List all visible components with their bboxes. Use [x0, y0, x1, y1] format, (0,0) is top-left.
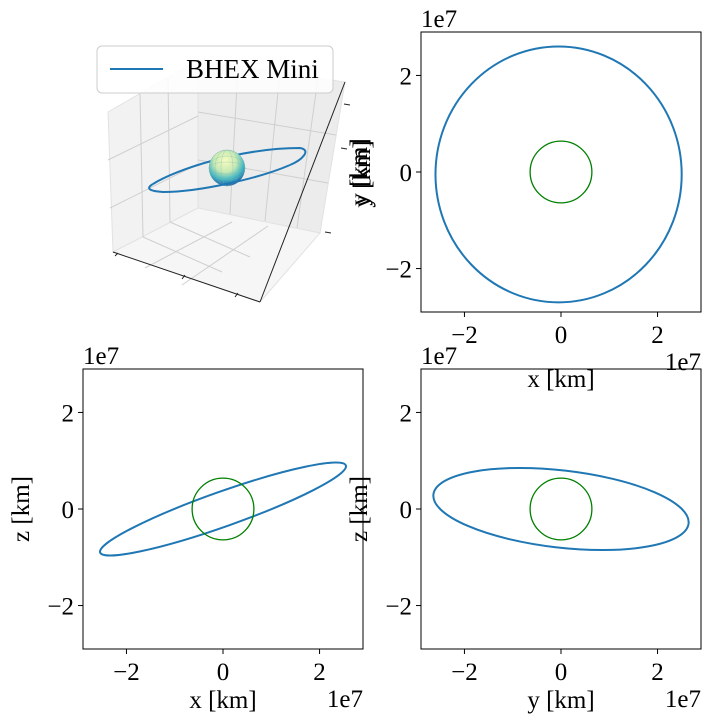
yz-earth-circle: [529, 477, 593, 541]
xz-y-tick-label: 0: [62, 497, 75, 524]
xy-y-axis-label: y [km]: [346, 138, 373, 205]
xy-y-tick-label: 2: [400, 63, 413, 90]
xz-x-tick-label: 2: [313, 659, 326, 686]
orbit-3d-front: [148, 164, 291, 194]
xz-x-axis-label: x [km]: [189, 687, 256, 714]
yz-y-tick-label: 2: [400, 400, 413, 427]
xz-x-tick-label: −2: [113, 659, 140, 686]
xy-orbit-ellipse: [434, 45, 683, 304]
xz-earth-circle: [191, 477, 255, 541]
xz-y-exponent: 1e7: [83, 343, 119, 370]
legend-box: [96, 45, 334, 94]
yz-x-tick-label: 0: [555, 659, 568, 686]
xy-plot-area: [434, 45, 683, 304]
xy-axes-frame: [420, 31, 702, 313]
xy-earth-circle: [529, 140, 593, 204]
xy-y-tick-label: 0: [400, 160, 413, 187]
earth-mesh: [208, 149, 246, 187]
yz-y-tick-label: −2: [385, 594, 412, 621]
yz-x-exponent: 1e7: [665, 686, 701, 713]
xy-x-axis-label: x [km]: [527, 366, 594, 393]
orbit-3d-back: [152, 146, 307, 185]
yz-orbit-ellipse: [432, 466, 690, 552]
xy-y-exponent: 1e7: [421, 6, 457, 33]
xz-y-tick-label: −2: [47, 594, 74, 621]
xz-orbit-ellipse: [98, 461, 348, 557]
yz-y-exponent: 1e7: [421, 343, 457, 370]
grid-3d: [107, 65, 337, 286]
yz-x-axis-label: y [km]: [527, 687, 594, 714]
yz-y-tick-label: 0: [400, 497, 413, 524]
orbit-3d-panel: y [km] BHEX Mini: [96, 45, 376, 303]
yz-axes-frame: [420, 368, 702, 650]
yz-y-axis-label: z [km]: [346, 476, 373, 542]
xy-x-tick-label: −2: [451, 322, 478, 349]
yz-x-tick-label: −2: [451, 659, 478, 686]
xz-plot-area: [98, 461, 348, 557]
yz-x-tick-label: 2: [651, 659, 664, 686]
xy-x-tick-label: 0: [555, 322, 568, 349]
y-axis-label-3d: y [km]: [349, 140, 376, 207]
xy-y-tick-label: −2: [385, 257, 412, 284]
xz-x-tick-label: 0: [217, 659, 230, 686]
axes-3d-edges: [112, 81, 351, 303]
xz-y-axis-label: z [km]: [8, 476, 35, 542]
yz-plot-area: [432, 466, 690, 552]
xz-axes-frame: [82, 368, 364, 650]
xz-x-exponent: 1e7: [327, 686, 363, 713]
legend: BHEX Mini: [96, 45, 334, 94]
xy-x-exponent: 1e7: [665, 349, 701, 376]
xy-x-tick-label: 2: [651, 322, 664, 349]
xz-y-tick-label: 2: [62, 400, 75, 427]
legend-label-bhex-mini: BHEX Mini: [186, 54, 319, 84]
